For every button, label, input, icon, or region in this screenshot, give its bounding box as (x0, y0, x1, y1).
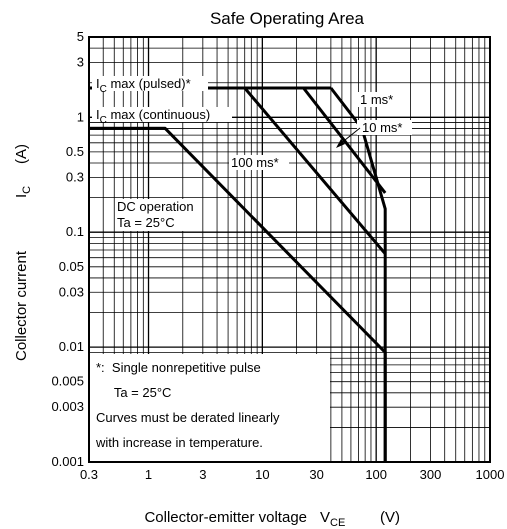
y-tick-label: 1 (77, 109, 84, 124)
label-dc-ta: Ta = 25°C (117, 215, 175, 230)
x-tick-label: 3 (199, 467, 206, 482)
label-1ms: 1 ms* (360, 92, 393, 107)
x-tick-label: 30 (309, 467, 323, 482)
footnote-line: Curves must be derated linearly (96, 410, 280, 425)
ms1-bg (358, 92, 410, 107)
x-tick-label: 10 (255, 467, 269, 482)
y-tick-label: 0.5 (66, 144, 84, 159)
label-dc-operation: DC operation (117, 199, 194, 214)
x-axis-symbol: VCE (320, 509, 345, 529)
footnote-line: *: Single nonrepetitive pulse (96, 360, 261, 375)
dc-bg (115, 199, 193, 231)
x-tick-label: 0.3 (80, 467, 98, 482)
ic-max-continuous-label: IC max (continuous) (96, 107, 210, 126)
x-tick-label: 1000 (476, 467, 505, 482)
tick-labels: 0.3 1 3 10 30 100 300 1000 0.001 0.003 0.005 0.01 0.… (51, 29, 504, 482)
x-tick-label: 1 (145, 467, 152, 482)
ms100-bg (229, 155, 289, 170)
y-axis-unit: (A) (13, 144, 30, 164)
footnote-box (90, 354, 330, 461)
y-tick-label: 0.001 (51, 454, 84, 469)
y-axis-title: Collector current (13, 250, 30, 361)
label-10ms: 10 ms* (362, 120, 402, 135)
series-line-3 (243, 87, 387, 255)
chart-title: Safe Operating Area (210, 9, 365, 28)
x-tick-label: 300 (420, 467, 442, 482)
x-axis-label: Collector-emitter voltage VCE (V) (144, 509, 400, 529)
annotations: IC max (pulsed)* IC max (continuous) 1 ms*… (90, 76, 412, 461)
arrow-10ms-head (336, 139, 345, 148)
x-axis-title: Collector-emitter voltage (144, 509, 307, 526)
y-tick-label: 0.05 (59, 259, 84, 274)
footnote-line: Ta = 25°C (96, 385, 171, 400)
y-axis-symbol: IC (13, 186, 33, 198)
ic-max-pulsed-label: IC max (pulsed)* (96, 76, 191, 95)
ic-pulsed-bg (92, 76, 208, 91)
footnote-line: with increase in temperature. (95, 435, 263, 450)
label-100ms: 100 ms* (231, 155, 279, 170)
y-axis-label: Collector current IC (A) (13, 144, 33, 361)
arrow-10ms-line (339, 127, 361, 145)
plot-frame (88, 36, 491, 463)
y-tick-label: 3 (77, 54, 84, 69)
x-tick-label: 100 (365, 467, 387, 482)
series-line-5 (329, 87, 387, 462)
y-tick-label: 0.003 (51, 399, 84, 414)
x-axis-unit: (V) (380, 509, 400, 526)
ms10-bg (357, 120, 412, 135)
y-tick-label: 0.3 (66, 169, 84, 184)
y-tick-label: 5 (77, 29, 84, 44)
y-tick-label: 0.005 (51, 374, 84, 389)
y-tick-label: 0.01 (59, 339, 84, 354)
y-tick-label: 0.1 (66, 224, 84, 239)
ic-cont-bg (92, 107, 232, 122)
y-tick-label: 0.03 (59, 284, 84, 299)
